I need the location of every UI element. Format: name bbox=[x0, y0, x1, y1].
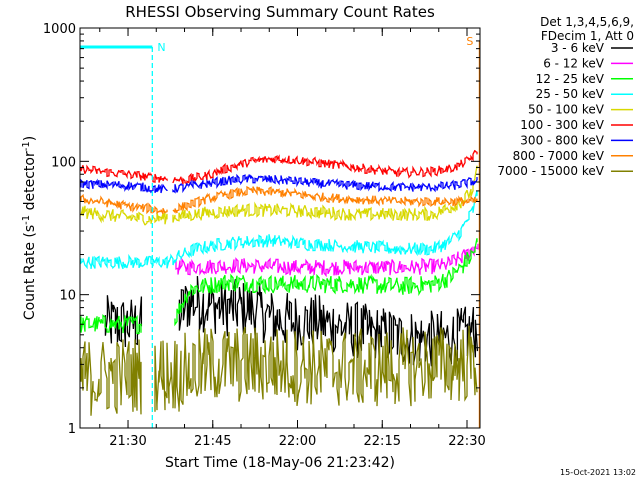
y-tick-label-1: 10 bbox=[59, 289, 76, 304]
x-axis-label: Start Time (18-May-06 21:23:42) bbox=[165, 455, 395, 471]
legend-header-line-1: Det 1,3,4,5,6,9, bbox=[540, 15, 634, 29]
x-tick-label-1: 21:45 bbox=[194, 434, 231, 449]
legend-label-2: 12 - 25 keV bbox=[536, 72, 605, 86]
series-line-8 bbox=[80, 325, 478, 416]
timestamp: 15-Oct-2021 13:02 bbox=[560, 468, 636, 477]
x-tick-label-3: 22:15 bbox=[364, 434, 401, 449]
x-tick-label-4: 22:30 bbox=[448, 434, 485, 449]
legend-label-5: 100 - 300 keV bbox=[520, 118, 604, 132]
series-line-4 bbox=[80, 165, 478, 226]
y-axis-label: Count Rate (s-1 detector-1) bbox=[21, 136, 38, 320]
legend-label-1: 6 - 12 keV bbox=[543, 56, 605, 70]
legend-label-3: 25 - 50 keV bbox=[536, 87, 605, 101]
y-tick-label-3: 1000 bbox=[43, 22, 76, 37]
y-axis-label-sup1: -1 bbox=[21, 215, 32, 225]
y-axis-label-end: ) bbox=[22, 136, 38, 141]
series-line-7 bbox=[80, 185, 478, 215]
night-label: N bbox=[157, 41, 165, 54]
legend-label-4: 50 - 100 keV bbox=[528, 103, 605, 117]
saa-label: S bbox=[466, 35, 473, 48]
x-tick-label-2: 22:00 bbox=[279, 434, 316, 449]
y-axis-label-sup2: -1 bbox=[21, 141, 32, 151]
axes: 21:30 21:45 22:00 22:15 22:30 1 10 100 1000 bbox=[43, 22, 486, 449]
legend-label-7: 800 - 7000 keV bbox=[513, 149, 605, 163]
series-line-1 bbox=[175, 243, 479, 278]
legend-label-6: 300 - 800 keV bbox=[520, 133, 604, 147]
legend-label-8: 7000 - 15000 keV bbox=[497, 164, 604, 178]
y-tick-label-0: 1 bbox=[68, 422, 76, 437]
y-axis-label-mid: detector bbox=[22, 151, 38, 215]
series-line-5 bbox=[80, 149, 478, 185]
series-line-6 bbox=[80, 173, 478, 194]
y-tick-label-2: 100 bbox=[51, 155, 76, 170]
series-line-0 bbox=[104, 276, 479, 367]
legend-label-0: 3 - 6 keV bbox=[551, 41, 605, 55]
legend: Det 1,3,4,5,6,9, FDecim 1, Att 0 3 - 6 k… bbox=[497, 15, 634, 178]
chart-title: RHESSI Observing Summary Count Rates bbox=[125, 3, 435, 21]
series-line-2 bbox=[80, 238, 478, 335]
y-axis-label-main: Count Rate (s bbox=[22, 225, 38, 320]
plot-frame bbox=[79, 27, 481, 429]
series-line-3 bbox=[80, 190, 478, 270]
x-tick-label-0: 21:30 bbox=[109, 434, 146, 449]
series-traces bbox=[80, 149, 479, 416]
legend-header-line-2: FDecim 1, Att 0 bbox=[541, 29, 634, 43]
